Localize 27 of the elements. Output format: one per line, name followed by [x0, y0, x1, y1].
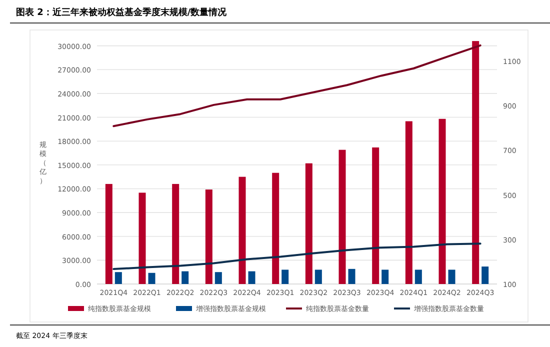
bar: [238, 176, 246, 284]
bar: [482, 266, 489, 284]
bar: [305, 163, 312, 284]
bar: [248, 271, 256, 284]
bar: [114, 272, 122, 284]
bar: [272, 172, 280, 284]
bar: [348, 268, 356, 284]
bar: [438, 118, 446, 284]
bar: [214, 272, 222, 284]
bar: [138, 192, 146, 284]
bar: [405, 121, 412, 284]
line-series: [112, 44, 482, 128]
bar: [414, 270, 422, 284]
bar: [382, 270, 389, 284]
bar: [182, 271, 189, 284]
bar: [338, 150, 346, 284]
bar: [148, 272, 156, 284]
bar: [172, 184, 180, 284]
bar: [282, 270, 289, 284]
bar: [314, 270, 322, 284]
line-series: [112, 242, 482, 270]
chart-title: 图表 2：近三年来被动权益基金季度末规模/数量情况: [16, 7, 228, 18]
bar: [205, 190, 212, 284]
bar: [105, 184, 112, 284]
bar: [472, 41, 480, 284]
bar: [448, 270, 456, 284]
bar: [372, 147, 380, 284]
